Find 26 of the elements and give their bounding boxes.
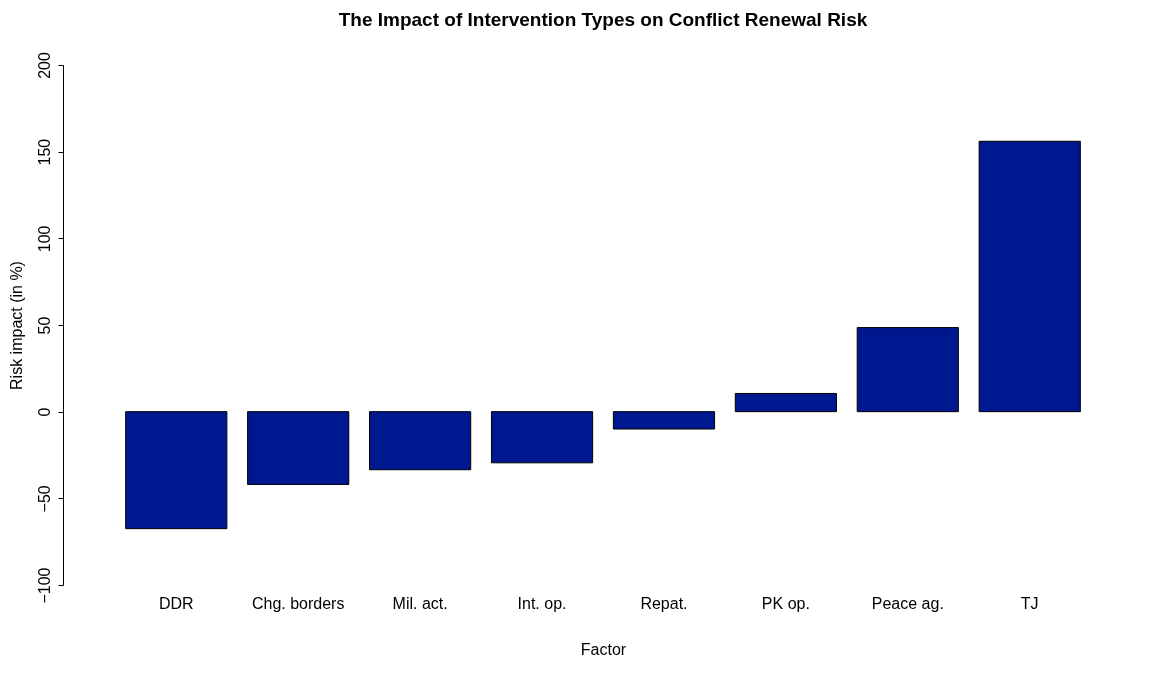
x-tick-label: PK op. bbox=[761, 594, 810, 612]
y-tick-label: 50 bbox=[35, 316, 53, 335]
x-tick-label: Chg. borders bbox=[251, 594, 345, 612]
x-tick-label: DDR bbox=[158, 594, 194, 612]
x-tick-label: TJ bbox=[1020, 594, 1039, 612]
x-tick-label: Int. op. bbox=[517, 594, 567, 612]
bar bbox=[247, 411, 350, 485]
bar bbox=[125, 411, 228, 530]
x-tick-label: Mil. act. bbox=[392, 594, 448, 612]
x-axis-title: Factor bbox=[580, 640, 627, 658]
bar bbox=[369, 411, 472, 471]
bar bbox=[490, 411, 594, 464]
x-tick-label: Repat. bbox=[640, 594, 688, 612]
bar bbox=[734, 392, 837, 413]
y-tick-label: −100 bbox=[35, 567, 53, 604]
x-tick-label: Peace ag. bbox=[871, 594, 944, 612]
y-tick-label: 200 bbox=[35, 52, 53, 79]
chart-title: The Impact of Intervention Types on Conflict Renewal Risk bbox=[338, 8, 868, 30]
y-tick-label: −50 bbox=[35, 485, 53, 513]
y-tick-label: 0 bbox=[35, 407, 53, 417]
y-tick-label: 150 bbox=[35, 138, 53, 166]
bar bbox=[856, 327, 959, 413]
bar bbox=[612, 411, 716, 430]
y-tick-label: 100 bbox=[35, 225, 53, 253]
y-axis-title: Risk impact (in %) bbox=[7, 261, 25, 390]
bar bbox=[978, 140, 1081, 413]
